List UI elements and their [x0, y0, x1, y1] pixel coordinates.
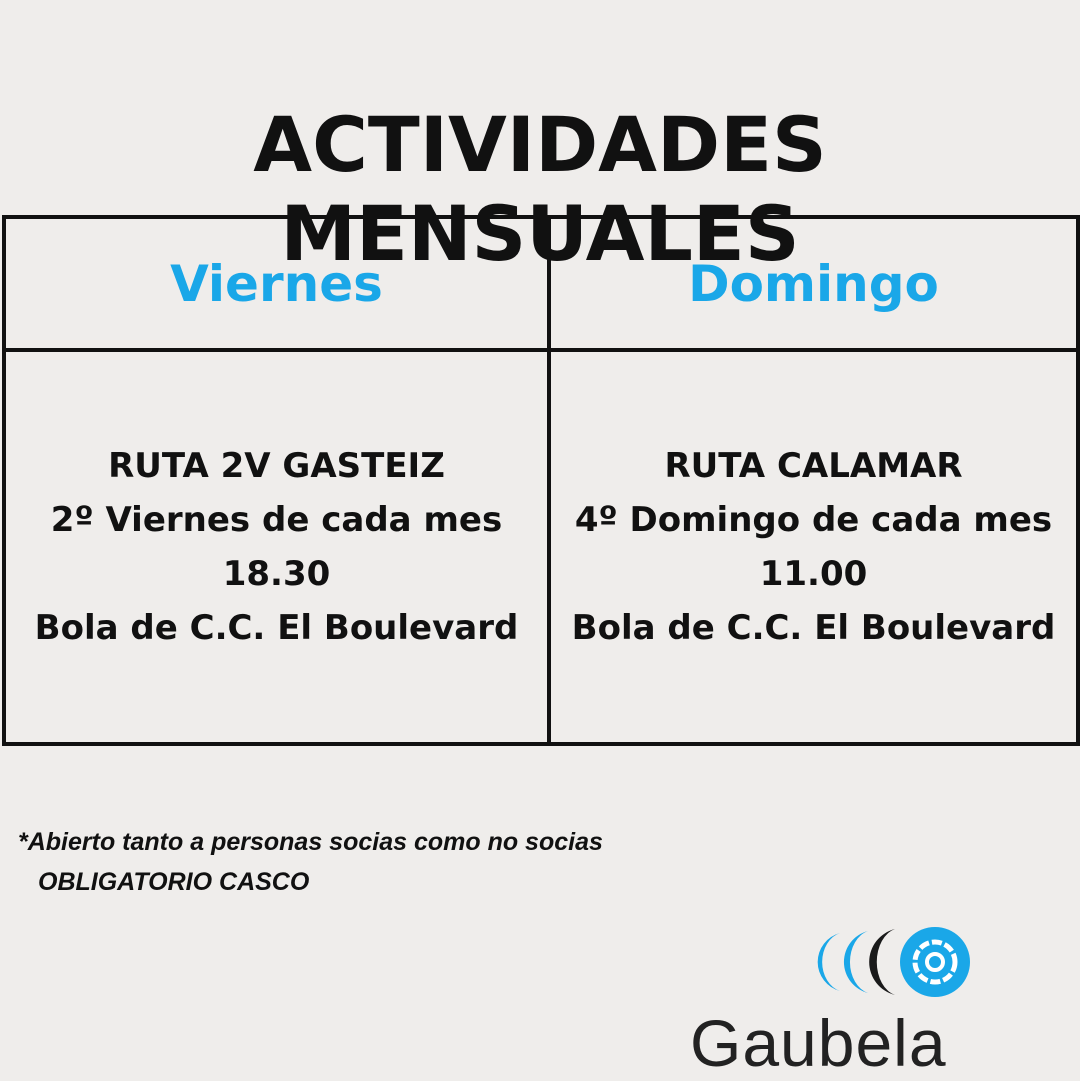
- column-divider: [547, 219, 551, 742]
- header-viernes: Viernes: [170, 254, 383, 313]
- footnote-open: *Abierto tanto a personas socias como no…: [18, 828, 603, 856]
- route-place: Bola de C.C. El Boulevard: [34, 608, 519, 648]
- cell-viernes: RUTA 2V GASTEIZ 2º Viernes de cada mes 1…: [6, 352, 547, 754]
- gaubela-logo: Gaubela: [690, 925, 980, 1080]
- activities-table: Viernes Domingo RUTA 2V GASTEIZ 2º Viern…: [2, 215, 1080, 746]
- route-time: 18.30: [222, 554, 331, 594]
- cell-domingo: RUTA CALAMAR 4º Domingo de cada mes 11.0…: [551, 352, 1076, 742]
- route-place: Bola de C.C. El Boulevard: [571, 608, 1056, 648]
- route-name: RUTA 2V GASTEIZ: [108, 446, 445, 486]
- route-schedule: 4º Domingo de cada mes: [574, 500, 1053, 540]
- wheel-logo-icon: [817, 927, 970, 997]
- footnote-helmet: OBLIGATORIO CASCO: [38, 868, 310, 896]
- route-schedule: 2º Viernes de cada mes: [50, 500, 503, 540]
- footnote: *Abierto tanto a personas socias como no…: [18, 822, 603, 902]
- logo-text: Gaubela: [690, 1006, 947, 1080]
- page-title: ACTIVIDADES MENSUALES: [253, 100, 827, 278]
- row-divider: [6, 348, 1076, 352]
- route-time: 11.00: [759, 554, 868, 594]
- header-domingo: Domingo: [688, 254, 939, 313]
- route-name: RUTA CALAMAR: [664, 446, 963, 486]
